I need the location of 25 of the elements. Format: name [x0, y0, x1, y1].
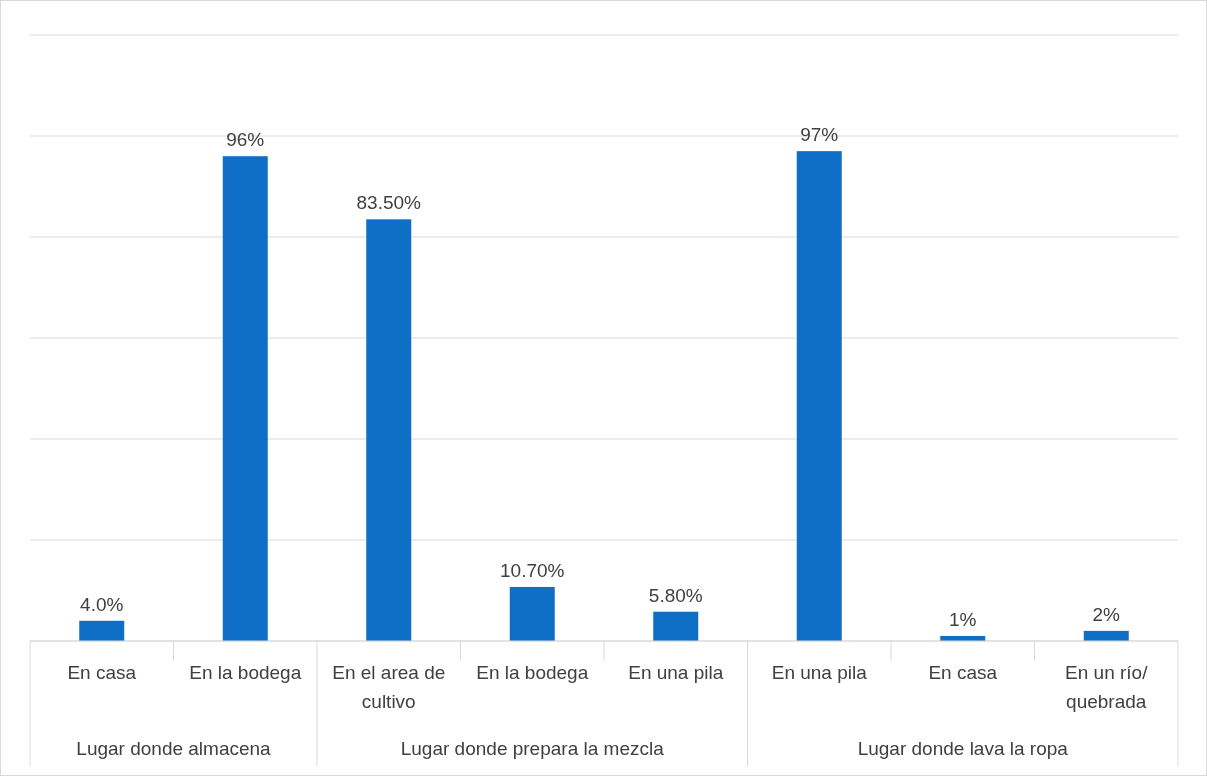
x-tick-label: En casa: [928, 662, 998, 683]
x-tick-label: En el area de cultivo: [332, 662, 446, 712]
data-label: 2%: [1092, 603, 1121, 625]
bar: [509, 586, 555, 641]
x-tick-label: En una pila: [771, 662, 868, 683]
x-tick-label: En una pila: [628, 662, 724, 683]
data-label: 97%: [800, 124, 839, 146]
data-label: 4.0%: [80, 593, 124, 615]
data-label: 83.50%: [356, 192, 422, 214]
data-label: 96%: [226, 129, 265, 151]
x-tick-label: En la bodega: [476, 662, 589, 683]
bar: [653, 611, 699, 641]
bar: [222, 156, 268, 641]
text: Lugar donde almacena: [76, 738, 272, 759]
bar: [79, 620, 125, 641]
x-tick-label: En casa: [67, 662, 137, 683]
data-label: 5.80%: [648, 584, 703, 606]
x-tick-label: En un río/ quebrada: [1065, 662, 1149, 712]
text: Lugar donde lava la ropa: [857, 738, 1069, 759]
data-label: 1%: [949, 608, 977, 630]
bar: [796, 151, 842, 641]
bar: [366, 219, 412, 641]
text: Lugar donde prepara la mezcla: [400, 738, 665, 759]
x-tick-label: En la bodega: [189, 662, 302, 683]
data-label: 10.70%: [500, 559, 565, 581]
